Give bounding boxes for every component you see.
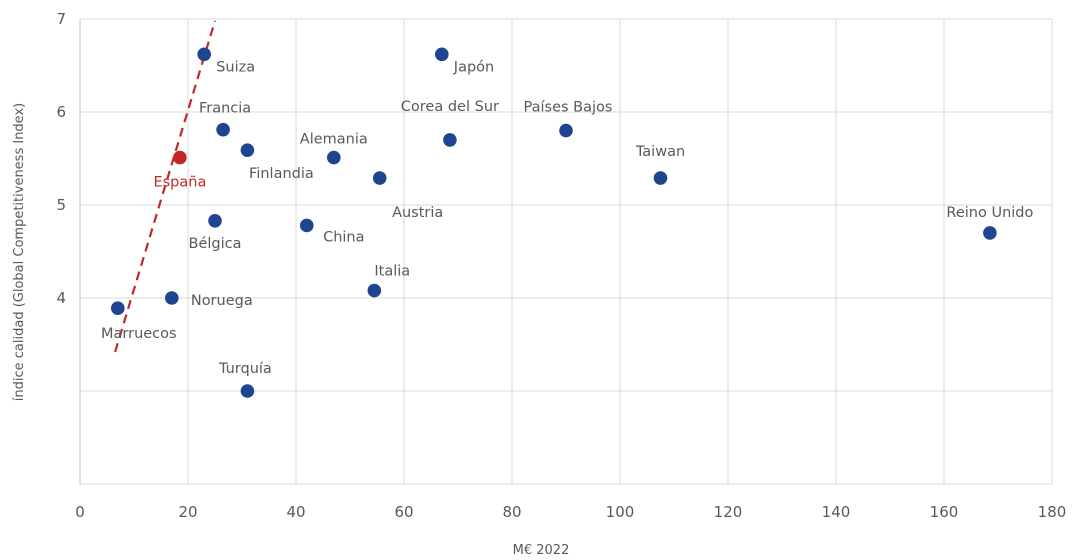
data-point <box>240 143 255 157</box>
data-point <box>197 47 211 62</box>
y-tick-label: 6 <box>56 103 66 121</box>
data-point-label: Francia <box>199 101 251 117</box>
data-point-label: Marruecos <box>101 326 177 342</box>
x-tick-label: 100 <box>606 503 635 521</box>
data-point-label: Reino Unido <box>946 205 1033 221</box>
data-point <box>443 133 457 147</box>
data-point <box>327 150 341 165</box>
data-point-label: Alemania <box>300 132 368 148</box>
data-point <box>983 226 997 240</box>
data-point <box>300 218 314 233</box>
data-point-label: Corea del Sur <box>401 99 499 115</box>
data-point-label: Finlandia <box>249 166 314 182</box>
data-point-label: Japón <box>453 59 494 75</box>
data-point <box>240 384 255 398</box>
data-point <box>216 122 230 137</box>
x-tick-label: 0 <box>75 503 85 521</box>
data-point <box>173 150 187 165</box>
y-tick-label: 7 <box>56 10 66 28</box>
data-point-label: España <box>153 175 206 191</box>
data-point-label: Bélgica <box>189 236 242 252</box>
data-point <box>111 301 125 316</box>
data-point <box>559 123 573 138</box>
data-point-label: China <box>323 229 364 245</box>
data-point <box>367 283 382 298</box>
x-tick-label: 60 <box>394 503 413 521</box>
data-point-label: Taiwan <box>635 144 685 160</box>
trendline-dashed <box>114 20 217 353</box>
data-point <box>372 171 387 185</box>
data-point <box>208 214 222 228</box>
data-point-label: Países Bajos <box>524 100 613 116</box>
x-tick-label: 120 <box>714 503 743 521</box>
x-tick-label: 20 <box>178 503 197 521</box>
axes: 0 20 40 60 80 100 120 140 160 180 4 5 6 7 <box>56 10 1066 521</box>
data-point-label: Austria <box>392 205 443 221</box>
x-tick-label: 160 <box>930 503 959 521</box>
data-point-label: Noruega <box>191 293 253 309</box>
data-point-label: Italia <box>374 264 410 280</box>
data-point-label: Suiza <box>216 59 255 75</box>
data-labels: Suiza Japón Francia Países Bajos Corea del S… <box>101 59 1033 377</box>
data-point <box>165 291 179 305</box>
y-tick-label: 4 <box>56 289 66 307</box>
x-tick-label: 40 <box>286 503 305 521</box>
y-tick-label: 5 <box>56 196 66 214</box>
data-point <box>435 47 449 62</box>
x-tick-label: 80 <box>502 503 521 521</box>
x-tick-label: 140 <box>822 503 851 521</box>
data-point-label: Turquía <box>218 361 272 377</box>
data-points <box>111 47 997 398</box>
x-axis-label: M€ 2022 <box>513 543 570 558</box>
trendline <box>114 20 217 353</box>
y-axis-label: índice calidad (Global Competitiveness I… <box>12 103 27 401</box>
data-point <box>653 171 668 185</box>
x-tick-label: 180 <box>1038 503 1067 521</box>
